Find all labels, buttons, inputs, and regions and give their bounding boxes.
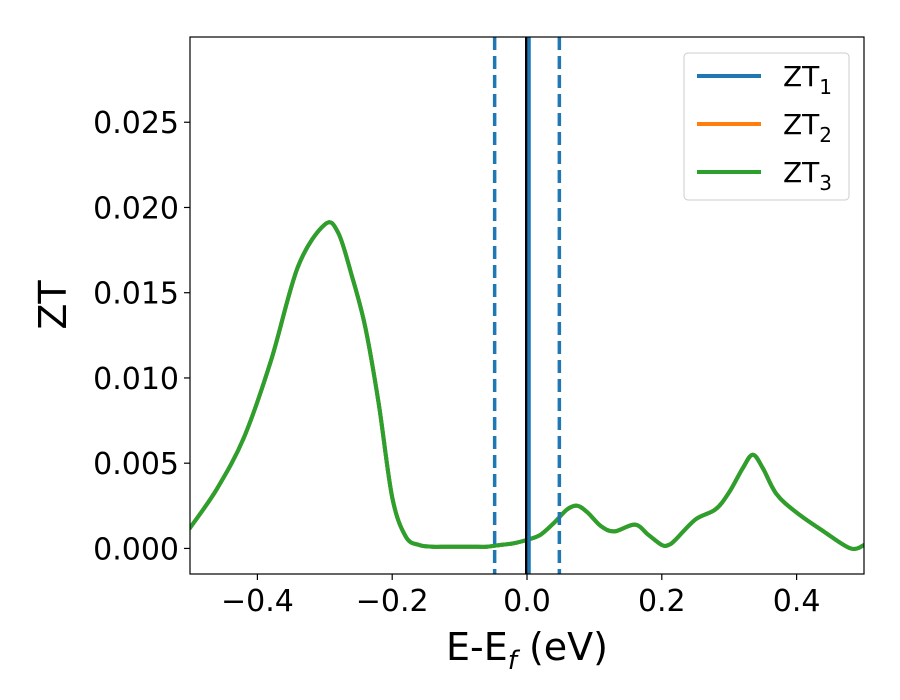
legend-label-zt1-subscript: 1 <box>819 75 832 99</box>
plot-area <box>190 37 864 574</box>
x-tick-label: −0.2 <box>356 584 429 619</box>
x-tick-label: −0.4 <box>221 584 294 619</box>
legend-label-zt3-main: ZT <box>783 156 820 189</box>
legend: ZT1 ZT2 ZT3 <box>683 52 850 201</box>
legend-label-zt3: ZT3 <box>783 156 832 195</box>
x-axis-title-unit: (eV) <box>517 625 608 669</box>
y-tick-label: 0.015 <box>93 277 179 312</box>
x-axis: −0.4 −0.2 0.0 0.2 0.4 <box>221 574 820 619</box>
y-tick-label: 0.005 <box>93 447 179 482</box>
legend-label-zt1-main: ZT <box>783 60 820 93</box>
legend-box <box>683 52 850 201</box>
y-tick-label: 0.020 <box>93 191 179 226</box>
x-tick-label: 0.4 <box>773 584 821 619</box>
legend-label-zt2: ZT2 <box>783 108 832 147</box>
y-axis: 0.000 0.005 0.010 0.015 0.020 0.025 <box>93 106 190 567</box>
x-axis-title-main: E-E <box>446 625 508 669</box>
x-tick-label: 0.0 <box>503 584 551 619</box>
x-axis-title: E-Ef (eV) <box>446 625 608 676</box>
series-line-zt3 <box>190 220 864 551</box>
legend-label-zt1: ZT1 <box>783 60 832 99</box>
y-axis-title: ZT <box>31 280 75 330</box>
legend-label-zt2-main: ZT <box>783 108 820 141</box>
x-tick-label: 0.2 <box>638 584 686 619</box>
legend-label-zt2-subscript: 2 <box>819 123 832 147</box>
y-tick-label: 0.010 <box>93 362 179 397</box>
y-tick-label: 0.000 <box>93 532 179 567</box>
legend-label-zt3-subscript: 3 <box>819 171 832 195</box>
y-tick-label: 0.025 <box>93 106 179 141</box>
